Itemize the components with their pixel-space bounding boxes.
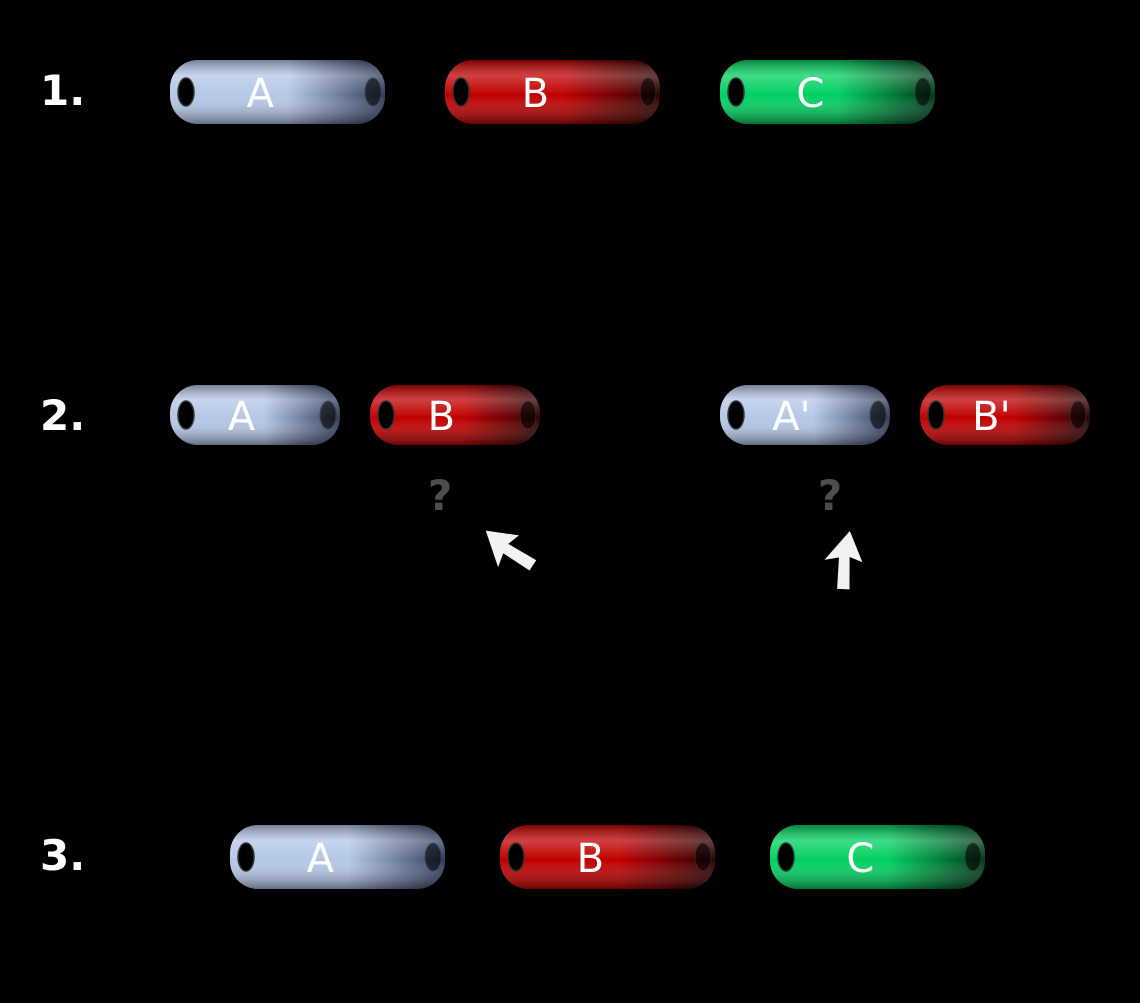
- pill-B-mid-hole-left: [378, 401, 394, 429]
- pill-C-bot-hole-left: [778, 843, 794, 871]
- pill-A-mid-hole-left: [178, 401, 194, 429]
- pill-B-bot-hole-right: [695, 843, 711, 871]
- diagram-canvas: 1. A B C 2. A B A' B' 3. A B C??: [0, 0, 1140, 1003]
- pill-B-top-label: B: [522, 71, 549, 117]
- pill-A-bot-hole-left: [238, 843, 254, 871]
- pill-C-top: C: [720, 60, 935, 124]
- arrow-left: [478, 515, 540, 584]
- pill-C-bot: C: [770, 825, 985, 889]
- pill-A-mid: A: [170, 385, 340, 445]
- pill-C-top-label: C: [796, 71, 824, 117]
- pill-A-bot: A: [230, 825, 445, 889]
- pill-B-mid-label: B: [428, 394, 455, 440]
- pill-B-bot: B: [500, 825, 715, 889]
- question-left: ?: [428, 471, 452, 520]
- pill-Ap-mid-hole-left: [728, 401, 744, 429]
- pill-Bp-mid-label: B': [972, 394, 1010, 440]
- row-label: 2.: [40, 391, 85, 440]
- pill-A-bot-label: A: [307, 836, 335, 882]
- row-label: 3.: [40, 831, 85, 880]
- pill-A-mid-label: A: [228, 394, 256, 440]
- pill-C-top-hole-right: [915, 78, 931, 106]
- pill-A-bot-hole-right: [425, 843, 441, 871]
- pill-B-bot-hole-left: [508, 843, 524, 871]
- pill-A-mid-hole-right: [320, 401, 336, 429]
- pill-Ap-mid-hole-right: [870, 401, 886, 429]
- pill-Bp-mid: B': [920, 385, 1090, 445]
- pill-A-top-hole-left: [178, 78, 194, 106]
- pill-A-top-hole-right: [365, 78, 381, 106]
- pill-B-bot-label: B: [577, 836, 604, 882]
- question-right: ?: [818, 471, 842, 520]
- pill-B-top-hole-left: [453, 78, 469, 106]
- arrow-right: [814, 526, 876, 595]
- pill-B-mid: B: [370, 385, 540, 445]
- pill-B-top-hole-right: [640, 78, 656, 106]
- pill-A-top-label: A: [247, 71, 275, 117]
- pill-Ap-mid: A': [720, 385, 890, 445]
- pill-C-bot-label: C: [846, 836, 874, 882]
- row-label: 1.: [40, 66, 85, 115]
- pill-Ap-mid-label: A': [772, 394, 810, 440]
- pill-C-bot-hole-right: [965, 843, 981, 871]
- pill-Bp-mid-hole-left: [928, 401, 944, 429]
- pill-Bp-mid-hole-right: [1070, 401, 1086, 429]
- pill-C-top-hole-left: [728, 78, 744, 106]
- pill-B-top: B: [445, 60, 660, 124]
- pill-B-mid-hole-right: [520, 401, 536, 429]
- pill-A-top: A: [170, 60, 385, 124]
